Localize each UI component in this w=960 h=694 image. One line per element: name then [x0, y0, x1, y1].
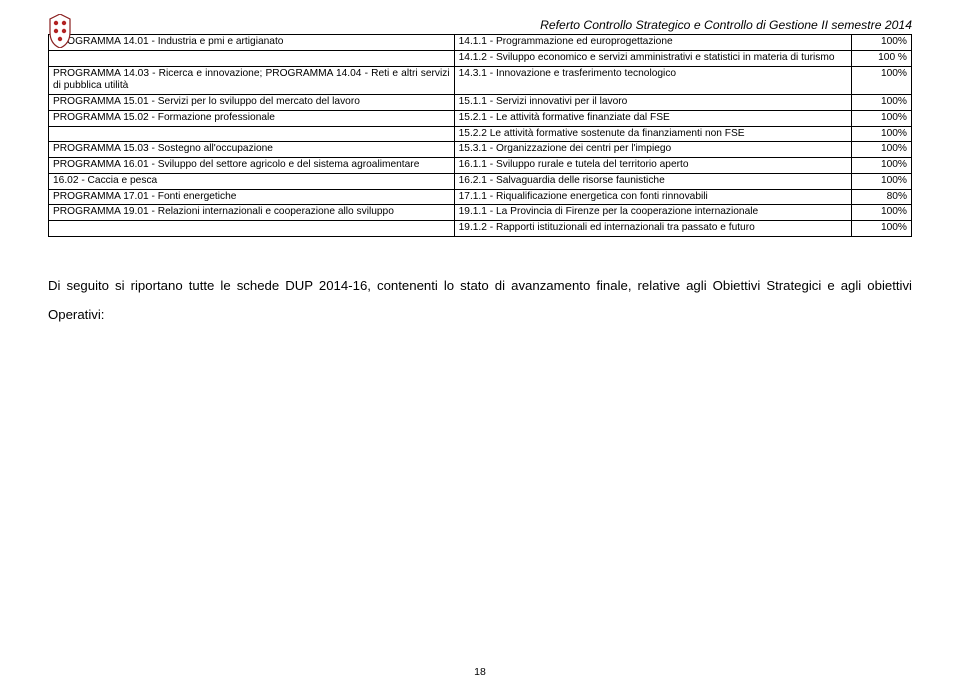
percent-cell: 100%: [851, 173, 911, 189]
percent-cell: 100%: [851, 158, 911, 174]
programma-cell: PROGRAMMA 15.02 - Formazione professiona…: [49, 110, 455, 126]
programma-cell: [49, 50, 455, 66]
activity-cell: 17.1.1 - Riqualificazione energetica con…: [454, 189, 851, 205]
province-logo: [48, 14, 72, 48]
activity-cell: 19.1.1 - La Provincia di Firenze per la …: [454, 205, 851, 221]
percent-cell: 100%: [851, 35, 911, 51]
programma-cell: PROGRAMMA 15.03 - Sostegno all'occupazio…: [49, 142, 455, 158]
table-row: 14.1.2 - Sviluppo economico e servizi am…: [49, 50, 912, 66]
programma-cell: PROGRAMMA 19.01 - Relazioni internaziona…: [49, 205, 455, 221]
table-row: PROGRAMMA 14.01 - Industria e pmi e arti…: [49, 35, 912, 51]
programma-cell: 16.02 - Caccia e pesca: [49, 173, 455, 189]
percent-cell: 100%: [851, 142, 911, 158]
percent-cell: 100%: [851, 126, 911, 142]
programma-table: PROGRAMMA 14.01 - Industria e pmi e arti…: [48, 34, 912, 237]
activity-cell: 19.1.2 - Rapporti istituzionali ed inter…: [454, 221, 851, 237]
activity-cell: 14.1.2 - Sviluppo economico e servizi am…: [454, 50, 851, 66]
table-row: PROGRAMMA 14.03 - Ricerca e innovazione;…: [49, 66, 912, 95]
programma-cell: PROGRAMMA 15.01 - Servizi per lo svilupp…: [49, 95, 455, 111]
activity-cell: 15.3.1 - Organizzazione dei centri per l…: [454, 142, 851, 158]
programma-cell: PROGRAMMA 17.01 - Fonti energetiche: [49, 189, 455, 205]
percent-cell: 100%: [851, 205, 911, 221]
activity-cell: 14.1.1 - Programmazione ed europrogettaz…: [454, 35, 851, 51]
table-row: PROGRAMMA 17.01 - Fonti energetiche17.1.…: [49, 189, 912, 205]
activity-cell: 15.2.2 Le attività formative sostenute d…: [454, 126, 851, 142]
programma-cell: PROGRAMMA 16.01 - Sviluppo del settore a…: [49, 158, 455, 174]
percent-cell: 80%: [851, 189, 911, 205]
page-number: 18: [0, 666, 960, 678]
table-row: PROGRAMMA 16.01 - Sviluppo del settore a…: [49, 158, 912, 174]
table-row: 19.1.2 - Rapporti istituzionali ed inter…: [49, 221, 912, 237]
percent-cell: 100%: [851, 221, 911, 237]
table-row: 16.02 - Caccia e pesca16.2.1 - Salvaguar…: [49, 173, 912, 189]
programma-cell: PROGRAMMA 14.03 - Ricerca e innovazione;…: [49, 66, 455, 95]
table-row: PROGRAMMA 15.03 - Sostegno all'occupazio…: [49, 142, 912, 158]
activity-cell: 14.3.1 - Innovazione e trasferimento tec…: [454, 66, 851, 95]
percent-cell: 100 %: [851, 50, 911, 66]
programma-cell: PROGRAMMA 14.01 - Industria e pmi e arti…: [49, 35, 455, 51]
activity-cell: 16.1.1 - Sviluppo rurale e tutela del te…: [454, 158, 851, 174]
activity-cell: 15.2.1 - Le attività formative finanziat…: [454, 110, 851, 126]
page-header-title: Referto Controllo Strategico e Controllo…: [48, 18, 912, 32]
table-row: 15.2.2 Le attività formative sostenute d…: [49, 126, 912, 142]
table-row: PROGRAMMA 19.01 - Relazioni internaziona…: [49, 205, 912, 221]
percent-cell: 100%: [851, 95, 911, 111]
programma-cell: [49, 221, 455, 237]
table-row: PROGRAMMA 15.02 - Formazione professiona…: [49, 110, 912, 126]
percent-cell: 100%: [851, 110, 911, 126]
table-row: PROGRAMMA 15.01 - Servizi per lo svilupp…: [49, 95, 912, 111]
activity-cell: 16.2.1 - Salvaguardia delle risorse faun…: [454, 173, 851, 189]
body-paragraph: Di seguito si riportano tutte le schede …: [48, 271, 912, 329]
percent-cell: 100%: [851, 66, 911, 95]
programma-cell: [49, 126, 455, 142]
activity-cell: 15.1.1 - Servizi innovativi per il lavor…: [454, 95, 851, 111]
